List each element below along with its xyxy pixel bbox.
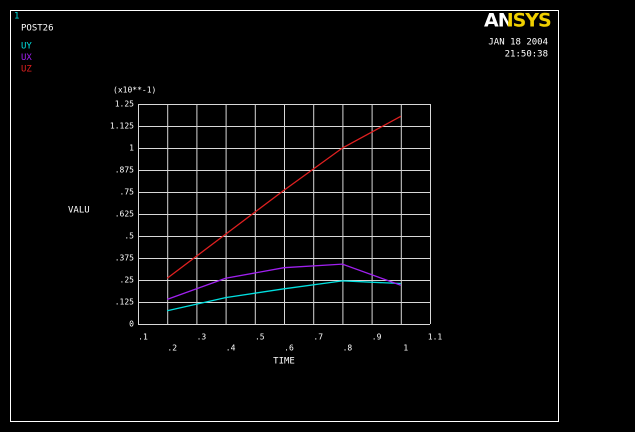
y-multiplier: (x10**-1)	[113, 86, 156, 95]
y-tick-label: 0	[129, 320, 134, 329]
time: 21:50:38	[505, 50, 548, 60]
legend-entry: UZ	[21, 65, 32, 75]
logo: ANSYS	[484, 10, 551, 32]
y-tick-label: .875	[115, 166, 134, 175]
x-tick-label: 1	[403, 344, 408, 353]
y-tick-label: .75	[120, 188, 135, 197]
frame	[10, 10, 559, 422]
x-tick-label: .4	[226, 344, 236, 353]
x-tick-label: 1.1	[428, 333, 443, 342]
series-line	[166, 115, 402, 279]
x-tick-label: .8	[343, 344, 353, 353]
y-tick-label: .375	[115, 254, 134, 263]
x-tick-label: .5	[255, 333, 265, 342]
y-tick-label: 1.25	[115, 100, 134, 109]
post-label: POST26	[21, 24, 54, 34]
x-tick-label: .7	[313, 333, 323, 342]
date: JAN 18 2004	[488, 38, 548, 48]
legend-entry: UX	[21, 53, 32, 63]
x-tick-label: .3	[197, 333, 207, 342]
y-tick-label: .5	[124, 232, 134, 241]
x-tick-label: .9	[372, 333, 382, 342]
x-tick-label: .1	[138, 333, 148, 342]
series-line	[167, 280, 401, 312]
y-tick-label: .25	[120, 276, 135, 285]
window-number: 1	[14, 12, 19, 22]
y-axis-label: VALU	[68, 206, 90, 216]
y-tick-label: .125	[115, 298, 134, 307]
x-tick-label: .6	[284, 344, 294, 353]
y-tick-label: 1.125	[110, 122, 134, 131]
series-line	[166, 263, 402, 300]
legend-entry: UY	[21, 42, 32, 52]
y-tick-label: .625	[115, 210, 134, 219]
y-tick-label: 1	[129, 144, 134, 153]
x-axis-label: TIME	[273, 357, 295, 367]
x-tick-label: .2	[167, 344, 177, 353]
